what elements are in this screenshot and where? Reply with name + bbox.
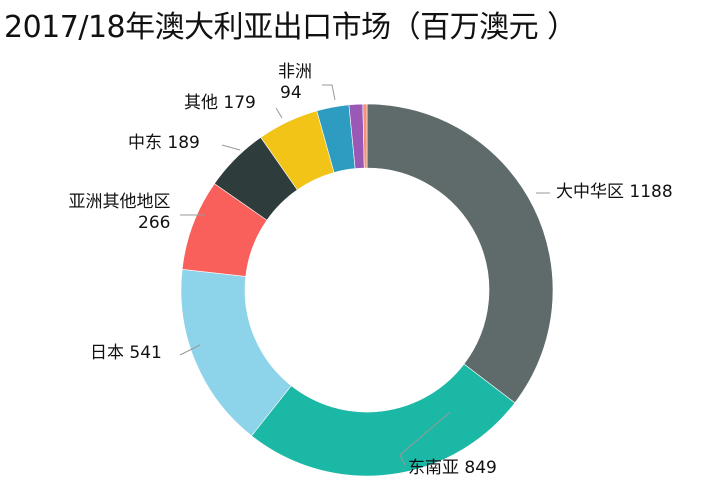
- label-middle-east: 中东 189: [128, 133, 200, 153]
- label-other-asia: 亚洲其他地区 266: [68, 192, 171, 233]
- leader-line-6: [322, 84, 336, 101]
- chart-title: 2017/18年澳大利亚出口市场（百万澳元 ）: [4, 10, 577, 45]
- leader-line-4: [221, 144, 241, 151]
- leader-line-5: [275, 107, 283, 119]
- leader-line-2: [179, 344, 201, 356]
- leader-line-1: [399, 411, 451, 466]
- label-greater-china: 大中华区 1188: [556, 182, 673, 202]
- label-other: 其他 179: [184, 93, 256, 113]
- label-africa: 非洲 94: [278, 62, 312, 103]
- slice-0: [366, 103, 554, 404]
- slice-8: [362, 103, 368, 169]
- label-southeast-asia: 东南亚 849: [408, 458, 497, 478]
- label-japan: 日本 541: [90, 343, 162, 363]
